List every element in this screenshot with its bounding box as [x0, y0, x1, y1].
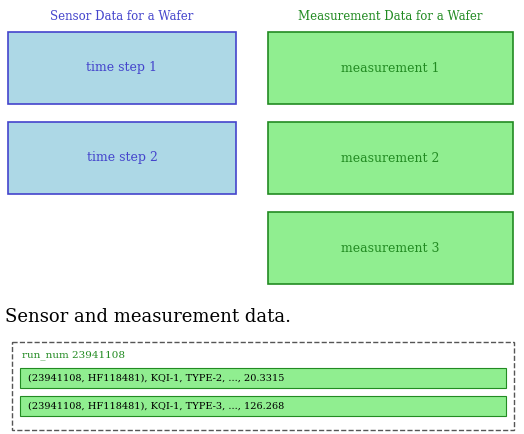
Text: Sensor and measurement data.: Sensor and measurement data. [5, 308, 291, 326]
Text: (23941108, HF118481), KQI-1, TYPE-2, ..., 20.3315: (23941108, HF118481), KQI-1, TYPE-2, ...… [28, 374, 285, 382]
FancyBboxPatch shape [268, 212, 513, 284]
FancyBboxPatch shape [268, 122, 513, 194]
Text: run_num 23941108: run_num 23941108 [22, 350, 125, 360]
Text: time step 1: time step 1 [86, 62, 158, 75]
Text: Sensor Data for a Wafer: Sensor Data for a Wafer [50, 10, 194, 23]
FancyBboxPatch shape [12, 342, 514, 430]
FancyBboxPatch shape [8, 32, 236, 104]
Text: (23941108, HF118481), KQI-1, TYPE-3, ..., 126.268: (23941108, HF118481), KQI-1, TYPE-3, ...… [28, 401, 284, 411]
FancyBboxPatch shape [20, 396, 506, 416]
FancyBboxPatch shape [20, 368, 506, 388]
Text: measurement 2: measurement 2 [341, 151, 440, 164]
FancyBboxPatch shape [268, 32, 513, 104]
Text: time step 2: time step 2 [86, 151, 157, 164]
Text: Measurement Data for a Wafer: Measurement Data for a Wafer [298, 10, 482, 23]
Text: measurement 1: measurement 1 [341, 62, 440, 75]
FancyBboxPatch shape [8, 122, 236, 194]
Text: measurement 3: measurement 3 [341, 241, 440, 254]
